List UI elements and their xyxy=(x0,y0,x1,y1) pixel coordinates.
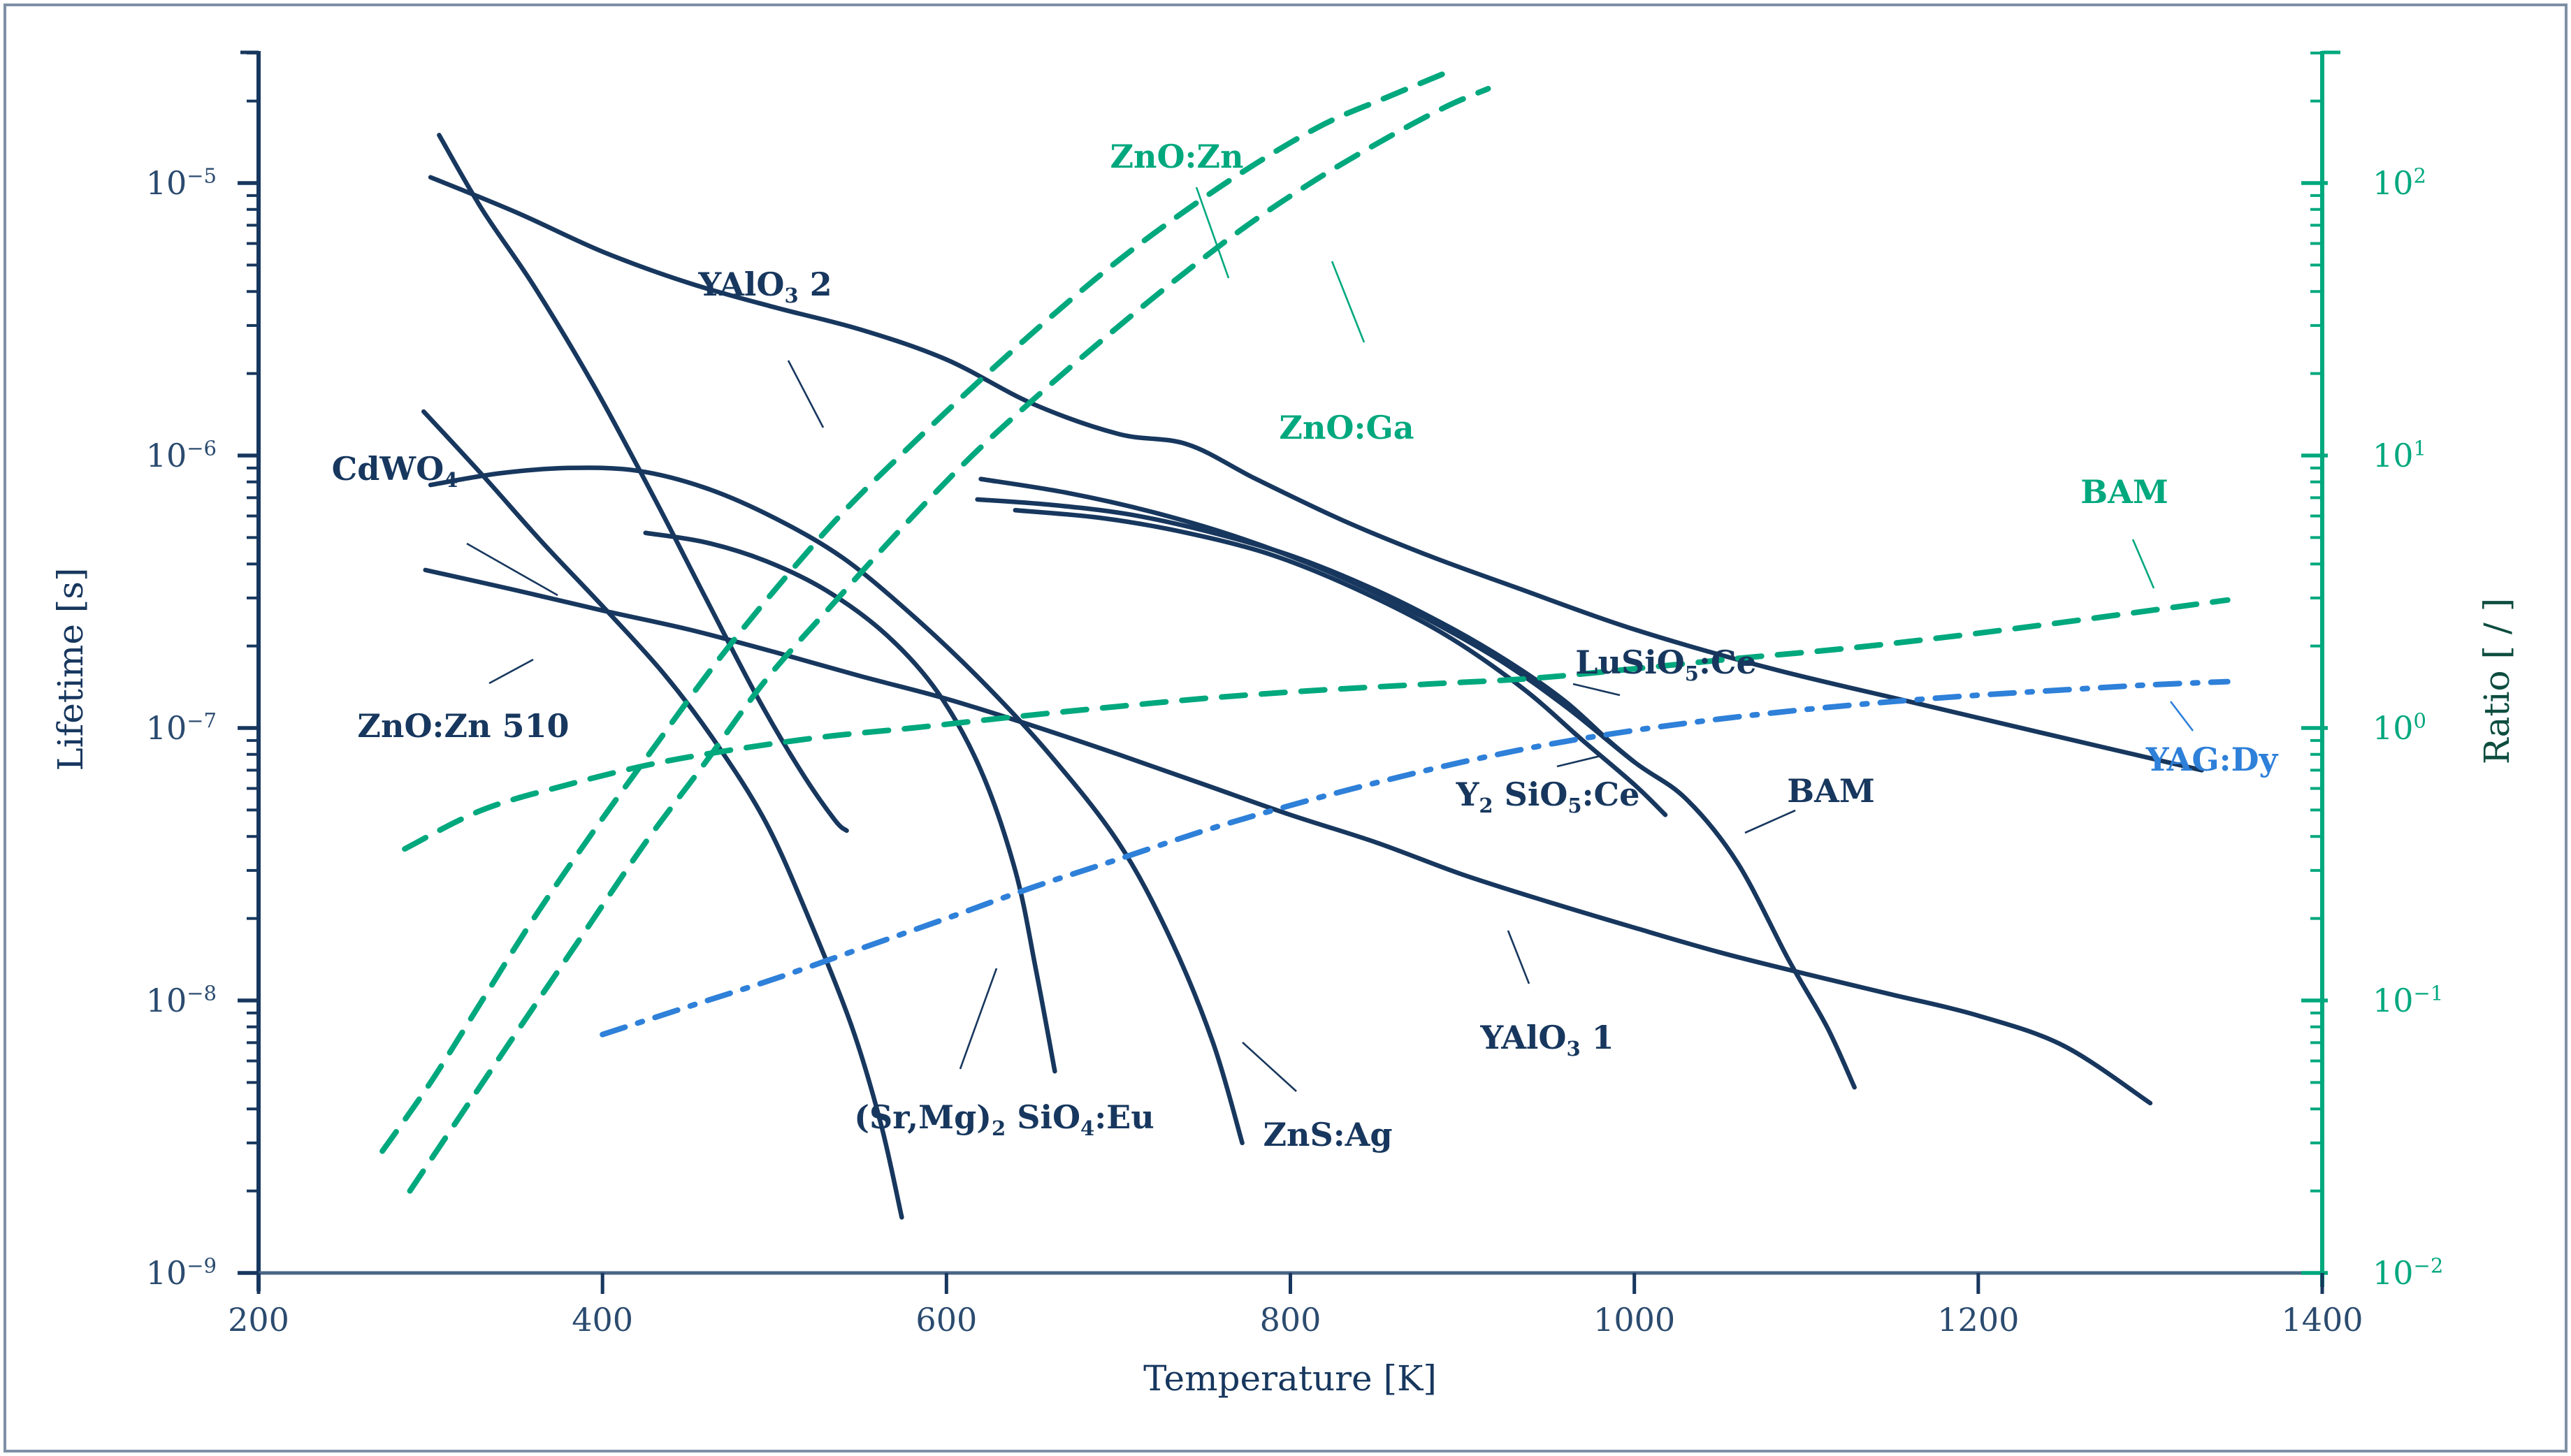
y-right-tick-label: 10−1 xyxy=(2373,981,2443,1019)
x-tick-label: 1000 xyxy=(1593,1301,1675,1339)
curve-label-zns-ag: ZnS:Ag xyxy=(1263,1116,1392,1153)
curve-label-yalo3-2: YAlO3 2 xyxy=(697,265,832,307)
tick-labels-layer: 10−5 10−6 10−7 10−8 10−9 102 101 100 10−1 10−2 200… xyxy=(146,163,2444,1339)
y-right-tick-label: 101 xyxy=(2373,436,2426,474)
curve-label-yag-dy: YAG:Dy xyxy=(2145,741,2279,778)
y-left-tick-label: 10−9 xyxy=(146,1253,217,1292)
curve-label-bam-lifetime: BAM xyxy=(1787,772,1875,810)
curve-label-zno-zn-510: ZnO:Zn 510 xyxy=(357,707,569,745)
curve-zno-zn-ratio xyxy=(379,68,1454,1154)
x-tick-label: 800 xyxy=(1260,1301,1321,1339)
y-left-tick-label: 10−5 xyxy=(146,163,217,202)
curve-label-zno-zn: ZnO:Zn xyxy=(1110,138,1243,175)
curve-label-yalo3-1: YAlO3 1 xyxy=(1479,1019,1614,1061)
y-left-tick-label: 10−8 xyxy=(146,981,217,1019)
curve-label-lusio5-ce: LuSiO5:Ce xyxy=(1575,643,1757,685)
y-right-tick-label: 100 xyxy=(2373,708,2426,747)
leader-line-bam-lifetime xyxy=(1744,809,1796,834)
x-axis-title: Temperature [K] xyxy=(1143,1358,1437,1399)
axis-titles-layer: Lifetime [s] Ratio [ / ] Temperature [K] xyxy=(50,568,2517,1399)
y-right-tick-label: 10−2 xyxy=(2373,1253,2443,1292)
x-tick-label: 600 xyxy=(915,1301,977,1339)
curve-lusio5-ce xyxy=(975,497,1637,764)
y-right-tick-label: 102 xyxy=(2373,163,2426,202)
curve-bam-lifetime xyxy=(978,476,1857,1090)
y-right-axis-title: Ratio [ / ] xyxy=(2477,598,2517,764)
leader-line-zns-ag xyxy=(1242,1042,1297,1092)
leader-line-zno-ga xyxy=(1331,261,1366,343)
leader-line-yag-dy xyxy=(2169,701,2194,731)
curve-zno-ga-ratio xyxy=(407,85,1491,1194)
leader-line-srmg-sio4-eu xyxy=(959,968,998,1070)
x-tick-label: 200 xyxy=(228,1301,289,1339)
annotations-layer: CdWO4 YAlO3 2 ZnO:Zn 510 LuSiO5:Ce Y2 SiO5:C… xyxy=(332,138,2279,1153)
curve-label-y2sio5-ce: Y2 SiO5:Ce xyxy=(1456,776,1640,817)
curve-srmg-sio4-eu xyxy=(643,530,1057,1074)
x-tick-label: 400 xyxy=(572,1301,633,1339)
y-left-tick-label: 10−7 xyxy=(146,708,217,747)
curve-label-bam-ratio: BAM xyxy=(2080,473,2168,511)
curve-label-srmg-sio4-eu: (Sr,Mg)2 SiO4:Eu xyxy=(854,1098,1154,1140)
curve-label-zno-ga: ZnO:Ga xyxy=(1279,409,1414,446)
leader-line-cdwo4 xyxy=(466,542,558,597)
y-left-tick-label: 10−6 xyxy=(146,436,217,474)
y-left-axis-title: Lifetime [s] xyxy=(50,568,91,771)
x-tick-label: 1200 xyxy=(1937,1301,2019,1339)
curve-cdwo4 xyxy=(437,133,849,833)
leader-line-zno-zn xyxy=(1195,187,1230,279)
leader-line-yalo3-2 xyxy=(787,360,825,428)
curve-y2sio5-ce xyxy=(1013,508,1668,817)
axes-layer xyxy=(240,50,2340,1291)
curve-zns-ag xyxy=(428,465,1245,1146)
curve-yag-dy-ratio xyxy=(600,678,2231,1038)
curve-label-cdwo4: CdWO4 xyxy=(332,450,458,492)
curve-bam-ratio xyxy=(402,597,2231,852)
curves-layer xyxy=(379,68,2231,1220)
leader-line-yalo3-1 xyxy=(1507,930,1530,984)
figure-border xyxy=(3,3,2568,1453)
curve-yalo3-1 xyxy=(423,567,2153,1106)
ticks-layer xyxy=(238,51,2328,1294)
leader-line-bam-ratio xyxy=(2131,539,2155,589)
leader-line-y2sio5-ce xyxy=(1556,755,1601,768)
leader-line-lusio5-ce xyxy=(1572,683,1621,697)
leader-line-zno-zn-510 xyxy=(488,658,534,685)
curve-yalo3-2 xyxy=(428,175,2204,773)
x-tick-label: 1400 xyxy=(2281,1301,2363,1339)
